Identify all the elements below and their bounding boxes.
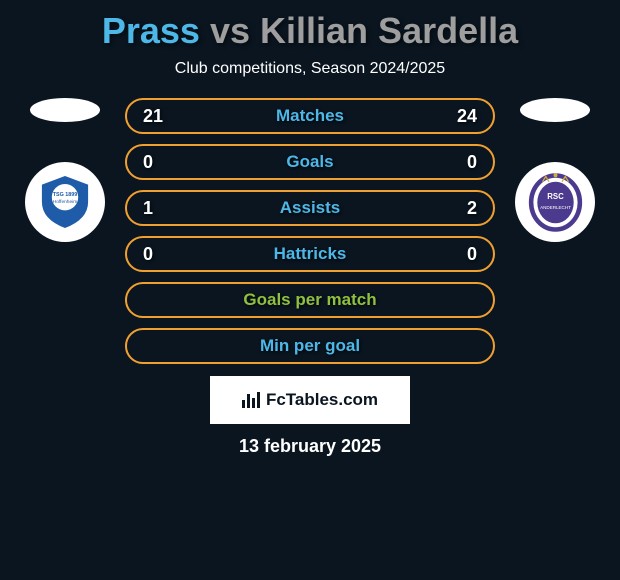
vs-text: vs [210,10,250,51]
player2-name: Killian Sardella [260,10,518,51]
stat-row-hattricks: 0 Hattricks 0 [125,236,495,272]
flag-right-icon [520,98,590,122]
stat-label: Goals [286,152,333,172]
svg-text:TSG 1899: TSG 1899 [53,192,78,198]
stat-right-value: 0 [467,244,477,265]
stat-right-value: 24 [457,106,477,127]
stat-row-goals: 0 Goals 0 [125,144,495,180]
fctables-logo[interactable]: FcTables.com [210,376,410,424]
stat-label: Goals per match [243,290,376,310]
stat-label: Matches [276,106,344,126]
club-badge-right: RSC ANDERLECHT [515,162,595,242]
stat-left-value: 1 [143,198,153,219]
stat-right-value: 2 [467,198,477,219]
date-text: 13 february 2025 [0,436,620,457]
bars-icon [242,392,260,408]
club-badge-left: TSG 1899 Hoffenheim [25,162,105,242]
stat-label: Hattricks [274,244,347,264]
player1-name: Prass [102,10,200,51]
svg-text:ANDERLECHT: ANDERLECHT [540,205,571,210]
stat-row-goals-per-match: Goals per match [125,282,495,318]
stats-list: 21 Matches 24 0 Goals 0 1 Assists 2 0 Ha… [115,98,505,364]
svg-text:Hoffenheim: Hoffenheim [53,199,77,205]
svg-text:RSC: RSC [547,192,564,201]
stat-left-value: 0 [143,244,153,265]
flag-left-icon [30,98,100,122]
stat-left-value: 21 [143,106,163,127]
comparison-container: TSG 1899 Hoffenheim 21 Matches 24 0 Goal… [0,98,620,364]
subtitle: Club competitions, Season 2024/2025 [0,60,620,78]
hoffenheim-badge-icon: TSG 1899 Hoffenheim [35,172,95,232]
right-column: RSC ANDERLECHT [505,98,605,242]
stat-row-matches: 21 Matches 24 [125,98,495,134]
stat-right-value: 0 [467,152,477,173]
page-title: Prass vs Killian Sardella [0,0,620,52]
stat-label: Assists [280,198,340,218]
left-column: TSG 1899 Hoffenheim [15,98,115,242]
stat-left-value: 0 [143,152,153,173]
stat-row-min-per-goal: Min per goal [125,328,495,364]
fctables-text: FcTables.com [266,390,378,410]
stat-label: Min per goal [260,336,360,356]
anderlecht-badge-icon: RSC ANDERLECHT [523,170,588,235]
stat-row-assists: 1 Assists 2 [125,190,495,226]
